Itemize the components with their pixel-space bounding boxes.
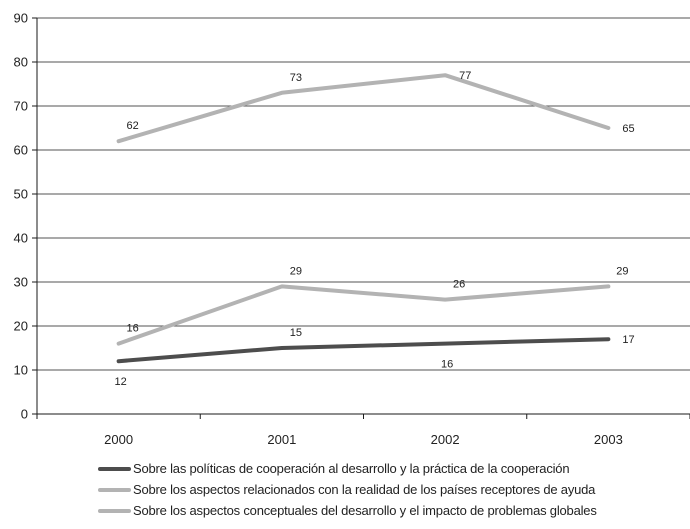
legend-item-aspectos-conceptuales: Sobre los aspectos conceptuales del desa… <box>98 500 597 521</box>
legend-swatch <box>98 466 131 471</box>
x-tick-label: 2001 <box>267 432 296 447</box>
y-tick-label: 40 <box>14 231 28 246</box>
data-label: 12 <box>115 376 127 388</box>
y-tick-label: 0 <box>21 407 28 422</box>
data-label: 16 <box>441 359 453 371</box>
legend-label: Sobre los aspectos conceptuales del desa… <box>133 503 597 518</box>
y-axis: 0 10 20 30 40 50 60 70 80 90 <box>14 11 38 422</box>
y-tick-label: 10 <box>14 363 28 378</box>
data-label: 26 <box>453 279 465 291</box>
data-label: 73 <box>290 72 302 84</box>
legend-label: Sobre los aspectos relacionados con la r… <box>133 482 596 497</box>
y-tick-label: 30 <box>14 275 28 290</box>
data-label: 77 <box>459 70 471 82</box>
legend-item-politicas: Sobre las políticas de cooperación al de… <box>98 458 597 479</box>
data-label: 17 <box>622 334 634 346</box>
data-label: 62 <box>127 120 139 132</box>
series-lines <box>116 73 611 364</box>
y-tick-label: 70 <box>14 99 28 114</box>
legend-swatch <box>98 487 131 492</box>
data-labels: 12 15 16 17 16 29 26 29 62 73 77 65 <box>115 70 635 388</box>
data-label: 15 <box>290 327 302 339</box>
y-tick-label: 50 <box>14 187 28 202</box>
legend: Sobre las políticas de cooperación al de… <box>98 458 597 521</box>
data-label: 29 <box>290 265 302 277</box>
y-tick-label: 90 <box>14 11 28 26</box>
data-label: 65 <box>622 123 634 135</box>
legend-item-paises-receptores: Sobre los aspectos relacionados con la r… <box>98 479 597 500</box>
x-axis: 2000 2001 2002 2003 <box>36 413 690 447</box>
series-line <box>116 284 611 346</box>
x-tick-label: 2002 <box>431 432 460 447</box>
y-tick-label: 80 <box>14 55 28 70</box>
gridlines <box>37 17 690 371</box>
y-tick-label: 20 <box>14 319 28 334</box>
data-label: 16 <box>127 323 139 335</box>
x-tick-label: 2000 <box>104 432 133 447</box>
series-line <box>116 337 611 364</box>
legend-swatch <box>98 508 131 513</box>
y-tick-label: 60 <box>14 143 28 158</box>
legend-label: Sobre las políticas de cooperación al de… <box>133 461 570 476</box>
data-label: 29 <box>616 265 628 277</box>
series-line <box>116 73 611 144</box>
x-tick-label: 2003 <box>594 432 623 447</box>
